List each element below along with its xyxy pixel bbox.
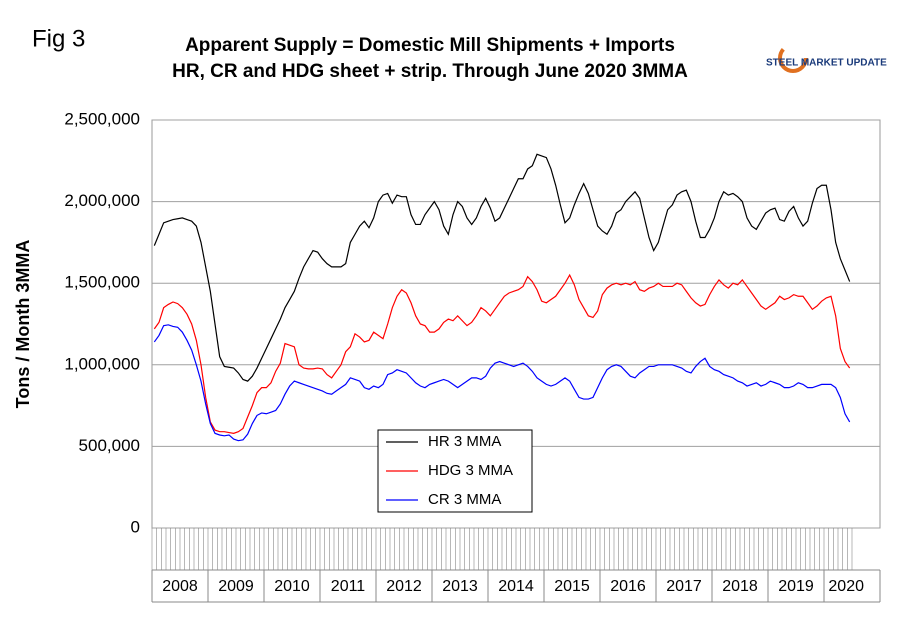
legend-label: HR 3 MMA [428, 433, 501, 450]
x-tick-label: 2014 [498, 578, 534, 595]
y-tick-label: 2,000,000 [64, 191, 140, 210]
chart-subtitle: HR, CR and HDG sheet + strip. Through Ju… [172, 61, 688, 82]
series-line [153, 324, 851, 442]
legend-label: CR 3 MMA [428, 491, 501, 508]
series-line [153, 273, 851, 434]
x-tick-label: 2020 [828, 578, 864, 595]
x-tick-label: 2009 [218, 578, 254, 595]
x-tick-label: 2008 [162, 578, 198, 595]
y-tick-label: 1,000,000 [64, 354, 140, 373]
y-tick-label: 2,500,000 [64, 109, 140, 128]
x-tick-label: 2015 [554, 578, 590, 595]
x-tick-label: 2011 [331, 578, 366, 595]
logo-mark [778, 43, 808, 73]
series-line [153, 153, 851, 382]
x-tick-label: 2012 [386, 578, 422, 595]
x-tick-label: 2017 [666, 578, 702, 595]
y-tick-label: 500,000 [79, 436, 140, 455]
x-tick-label: 2010 [274, 578, 310, 595]
logo: STEEL MARKET UPDATE [766, 43, 887, 73]
chart-title: Apparent Supply = Domestic Mill Shipment… [185, 35, 675, 56]
y-tick-label: 0 [131, 517, 140, 536]
x-tick-label: 2018 [722, 578, 758, 595]
figure-label: Fig 3 [32, 25, 85, 52]
logo-text: STEEL MARKET UPDATE [766, 58, 887, 69]
y-tick-label: 1,500,000 [64, 273, 140, 292]
x-tick-label: 2016 [610, 578, 646, 595]
x-tick-label: 2013 [442, 578, 478, 595]
y-axis-label: Tons / Month 3MMA [13, 240, 33, 409]
x-tick-label: 2019 [778, 578, 814, 595]
legend-label: HDG 3 MMA [428, 462, 513, 479]
